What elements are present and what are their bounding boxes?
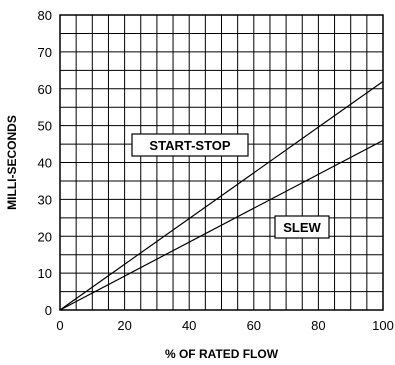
y-tick-label-7: 70 xyxy=(38,45,52,60)
y-tick-label-0: 0 xyxy=(45,303,52,318)
annotation-box-0 xyxy=(131,133,249,157)
y-tick-label-2: 20 xyxy=(38,229,52,244)
tick-labels: 0 20 40 60 80 100 0 10 20 30 40 50 60 70 80 xyxy=(38,8,394,333)
y-tick-label-8: 80 xyxy=(38,8,52,23)
x-axis-title: % OF RATED FLOW xyxy=(165,347,279,361)
series-line-0 xyxy=(59,80,384,311)
x-tick-label-5: 100 xyxy=(372,318,394,333)
y-tick-label-6: 60 xyxy=(38,82,52,97)
y-tick-label-3: 30 xyxy=(38,192,52,207)
y-tick-label-5: 50 xyxy=(38,119,52,134)
plot-frame xyxy=(59,14,384,311)
x-tick-label-3: 60 xyxy=(247,318,261,333)
series-lines xyxy=(59,80,384,311)
series-line-1 xyxy=(59,139,384,311)
x-tick-label-4: 80 xyxy=(311,318,325,333)
series-annotations: START-STOP SLEW xyxy=(131,133,330,239)
y-tick-label-1: 10 xyxy=(38,266,52,281)
x-tick-label-0: 0 xyxy=(56,318,63,333)
grid xyxy=(60,15,383,310)
annotation-label-1: SLEW xyxy=(283,220,321,235)
y-tick-label-4: 40 xyxy=(38,156,52,171)
x-tick-label-2: 40 xyxy=(182,318,196,333)
annotation-box-1 xyxy=(274,215,330,239)
x-tick-label-1: 20 xyxy=(117,318,131,333)
annotation-label-0: START-STOP xyxy=(149,138,230,153)
y-axis-title: MILLI-SECONDS xyxy=(5,115,19,210)
